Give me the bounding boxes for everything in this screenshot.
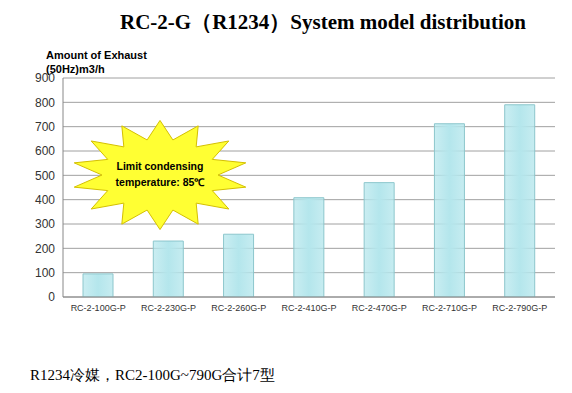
html-text:R1234冷媒，RC2-100G~790G合计7型: R1234冷媒，RC2-100G~790G合计7型 bbox=[30, 367, 275, 383]
svg-text:900: 900 bbox=[35, 71, 55, 85]
svg-text:100: 100 bbox=[35, 266, 55, 280]
svg-text:300: 300 bbox=[35, 217, 55, 231]
svg-text:RC-2-470G-P: RC-2-470G-P bbox=[352, 303, 407, 313]
svg-text:600: 600 bbox=[35, 144, 55, 158]
svg-text:800: 800 bbox=[35, 96, 55, 110]
html-text:Amount of Exhaust (50Hz)m3/h: Amount of Exhaust (50Hz)m3/h bbox=[46, 49, 147, 75]
svg-text:200: 200 bbox=[35, 242, 55, 256]
svg-text:RC-2-230G-P: RC-2-230G-P bbox=[141, 303, 196, 313]
svg-text:RC-2-710G-P: RC-2-710G-P bbox=[422, 303, 477, 313]
svg-text:RC-2-790G-P: RC-2-790G-P bbox=[492, 303, 547, 313]
svg-text:500: 500 bbox=[35, 169, 55, 183]
svg-text:400: 400 bbox=[35, 193, 55, 207]
svg-text:RC-2-410G-P: RC-2-410G-P bbox=[281, 303, 336, 313]
svg-text:RC-2-100G-P: RC-2-100G-P bbox=[71, 303, 126, 313]
svg-text:RC-2-260G-P: RC-2-260G-P bbox=[211, 303, 266, 313]
svg-text:700: 700 bbox=[35, 120, 55, 134]
svg-text:0: 0 bbox=[48, 290, 55, 304]
html-text:Limit condensing temperature:: Limit condensing temperature: 85℃ bbox=[115, 160, 205, 188]
html-text:RC-2-G（R1234）System model dist: RC-2-G（R1234）System model distribution bbox=[120, 10, 526, 34]
